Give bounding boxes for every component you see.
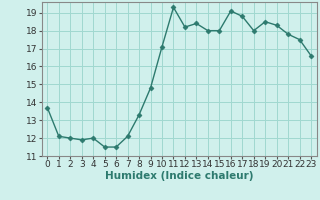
X-axis label: Humidex (Indice chaleur): Humidex (Indice chaleur) (105, 171, 253, 181)
